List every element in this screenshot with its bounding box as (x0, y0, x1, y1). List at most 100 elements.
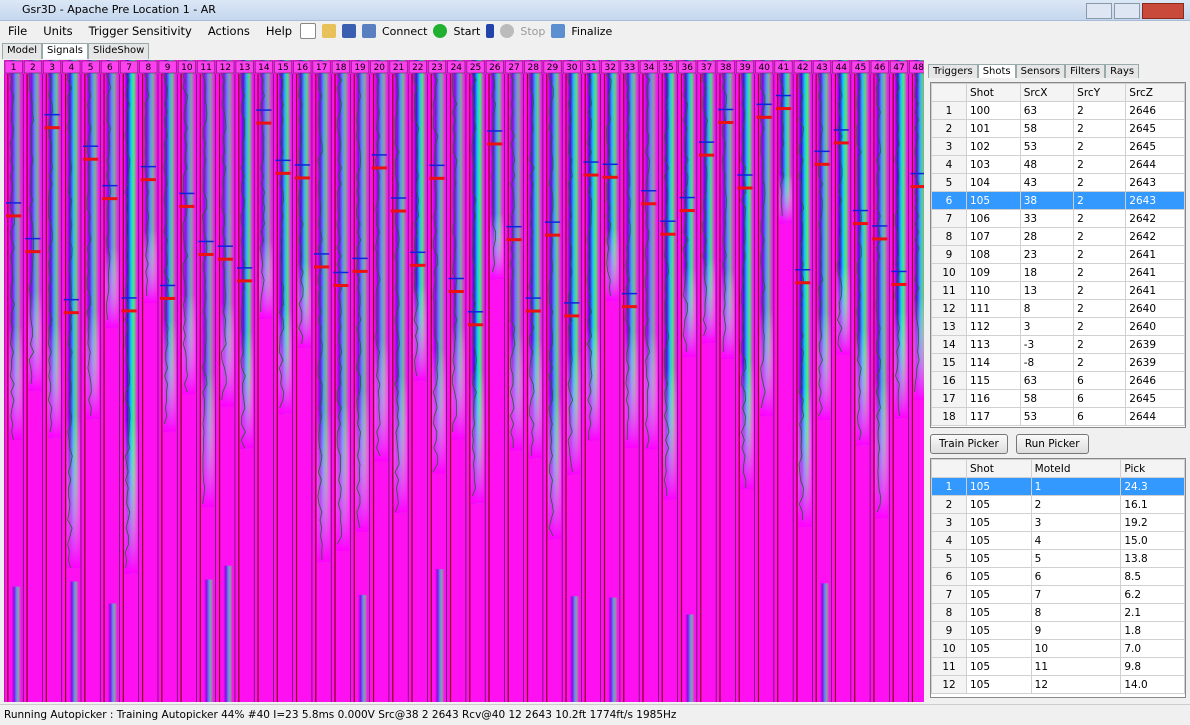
save-icon[interactable] (342, 24, 356, 38)
side-tab[interactable]: Rays (1105, 64, 1139, 78)
trace-tail (358, 595, 368, 702)
table-cell: 2646 (1126, 102, 1185, 120)
table-cell: 108 (967, 246, 1021, 264)
menu-item[interactable]: Trigger Sensitivity (89, 24, 192, 38)
table-cell: 105 (967, 568, 1032, 586)
stop-button[interactable]: Stop (520, 25, 545, 38)
menu-item[interactable]: File (8, 24, 27, 38)
table-cell: 2 (1074, 264, 1126, 282)
row-number: 4 (932, 532, 967, 550)
menu-item[interactable]: Help (266, 24, 292, 38)
row-number: 2 (932, 496, 967, 514)
start-button[interactable]: Start (453, 25, 480, 38)
maximize-button[interactable] (1114, 3, 1140, 19)
table-cell: 2645 (1126, 138, 1185, 156)
trace-label: 27 (508, 63, 519, 73)
trace-label: 21 (393, 63, 404, 73)
flag-icon[interactable] (486, 24, 494, 38)
table-cell: 2 (1074, 156, 1126, 174)
trace-fade (759, 60, 772, 416)
tab[interactable]: Model (2, 43, 42, 59)
window-title: Gsr3D - Apache Pre Location 1 - AR (22, 3, 216, 16)
tab[interactable]: Signals (42, 43, 88, 59)
table-cell: 2 (1031, 496, 1121, 514)
table-cell: 102 (967, 138, 1021, 156)
signals-plot: 1234567891011121314151617181920212223242… (4, 60, 924, 702)
table-cell: 2 (1074, 318, 1126, 336)
open-icon[interactable] (322, 24, 336, 38)
trace-fade (509, 60, 522, 451)
table-cell: 2641 (1126, 282, 1185, 300)
side-tab[interactable]: Filters (1065, 64, 1105, 78)
trace-label: 14 (258, 63, 270, 73)
menu-item[interactable]: Actions (208, 24, 250, 38)
trace-fade (567, 60, 580, 475)
connect-button[interactable]: Connect (382, 25, 427, 38)
trace-label: 20 (374, 63, 386, 73)
table-cell: 38 (1020, 192, 1073, 210)
trace-fade (105, 60, 118, 328)
table-cell: 18 (1020, 264, 1073, 282)
table-cell: 2 (1074, 120, 1126, 138)
side-tab[interactable]: Sensors (1016, 64, 1066, 78)
save-as-icon[interactable] (362, 24, 376, 38)
side-tab[interactable]: Triggers (928, 64, 978, 78)
trace-fade (625, 60, 638, 448)
trace-fade (259, 60, 272, 319)
side-tab[interactable]: Shots (978, 64, 1016, 78)
finalize-button[interactable]: Finalize (571, 25, 612, 38)
table-cell: 10 (1031, 640, 1121, 658)
table-cell: 58 (1020, 390, 1073, 408)
table-cell: 2639 (1126, 336, 1185, 354)
trace-label: 12 (220, 63, 231, 73)
table-cell: 6 (1074, 390, 1126, 408)
tab[interactable]: SlideShow (88, 43, 149, 59)
table-cell: 23 (1020, 246, 1073, 264)
close-button[interactable] (1142, 3, 1184, 19)
trace-label: 26 (489, 63, 501, 73)
menu-item[interactable]: Units (43, 24, 72, 38)
table-cell: 105 (967, 658, 1032, 676)
table-cell: 2 (1074, 300, 1126, 318)
trace-fade (721, 60, 734, 359)
minimize-button[interactable] (1086, 3, 1112, 19)
table-cell: 103 (967, 156, 1021, 174)
train-picker-button[interactable]: Train Picker (930, 434, 1008, 454)
trace-tail (608, 598, 618, 702)
table-cell: 2 (1074, 192, 1126, 210)
run-picker-button[interactable]: Run Picker (1016, 434, 1089, 454)
new-icon[interactable] (300, 23, 316, 39)
trace-label: 28 (528, 63, 540, 73)
